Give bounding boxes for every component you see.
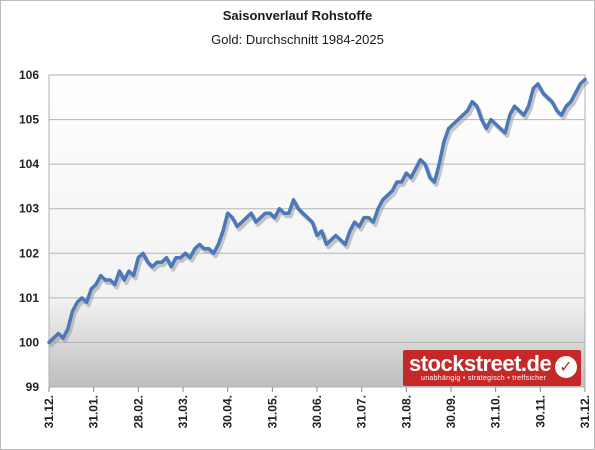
y-tick-label-103: 103 [19,202,39,216]
y-tick-label-102: 102 [19,246,39,260]
x-tick-label-10: 31.10. [489,395,503,428]
y-tick-label-99: 99 [26,380,40,394]
y-tick-label-101: 101 [19,291,39,305]
chart-title: Saisonverlauf Rohstoffe [222,8,373,23]
x-tick-label-1: 31.01. [87,395,101,428]
chart-subtitle: Gold: Durchschnitt 1984-2025 [211,32,384,47]
stockstreet-logo: stockstreet.de unabhängig • strategisch … [403,350,581,386]
x-axis-ticks: 31.12. 31.01. 28.02. 31.03. 30.04. 31.05. 30.0… [42,387,592,428]
y-tick-label-104: 104 [19,157,39,171]
x-tick-label-6: 30.06. [310,395,324,428]
x-tick-label-7: 31.07. [355,395,369,428]
x-tick-label-11: 30.11. [533,395,547,428]
x-tick-label-9: 30.09. [444,395,458,428]
x-tick-label-8: 31.08. [399,395,413,428]
x-tick-label-4: 30.04. [221,395,235,428]
x-tick-label-2: 28.02. [131,395,145,428]
y-tick-label-106: 106 [19,68,39,82]
series-layer [47,77,589,348]
y-tick-label-105: 105 [19,113,39,127]
logo-name: stockstreet.de [409,351,552,376]
grid-lines [49,119,585,343]
x-tick-label-12: 31.12. [578,395,592,428]
x-tick-label-3: 31.03. [176,395,190,428]
y-tick-label-100: 100 [19,335,39,349]
x-tick-label-0: 31.12. [42,395,56,428]
y-axis-ticks: 99 100 101 102 103 104 105 106 [19,68,39,394]
checkmark-icon: ✓ [555,356,577,378]
series-line-gold [47,77,587,345]
x-tick-label-5: 31.05. [265,395,279,428]
logo-tagline: unabhängig • strategisch • treffsicher [421,375,547,382]
